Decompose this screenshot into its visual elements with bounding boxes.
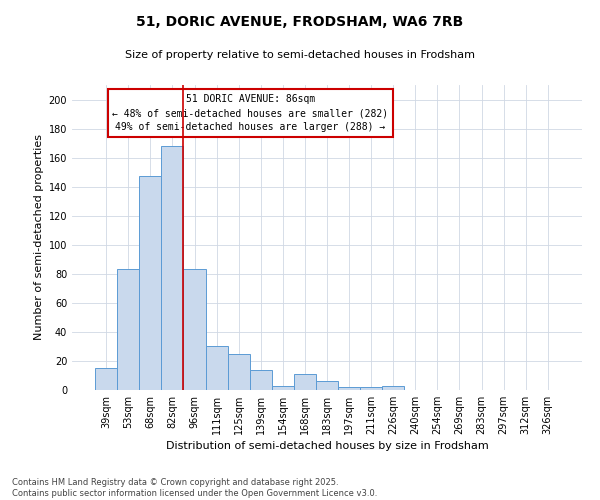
Text: Size of property relative to semi-detached houses in Frodsham: Size of property relative to semi-detach…: [125, 50, 475, 60]
Bar: [95, 368, 117, 390]
Bar: [338, 387, 360, 390]
Bar: [184, 270, 206, 390]
Y-axis label: Number of semi-detached properties: Number of semi-detached properties: [34, 134, 44, 340]
Text: 51, DORIC AVENUE, FRODSHAM, WA6 7RB: 51, DORIC AVENUE, FRODSHAM, WA6 7RB: [136, 15, 464, 29]
Bar: [360, 387, 382, 390]
Bar: [227, 354, 250, 390]
Bar: [161, 146, 184, 390]
Bar: [117, 270, 139, 390]
Bar: [272, 386, 294, 390]
Bar: [382, 386, 404, 390]
X-axis label: Distribution of semi-detached houses by size in Frodsham: Distribution of semi-detached houses by …: [166, 441, 488, 451]
Bar: [206, 346, 227, 390]
Bar: [139, 176, 161, 390]
Text: Contains HM Land Registry data © Crown copyright and database right 2025.
Contai: Contains HM Land Registry data © Crown c…: [12, 478, 377, 498]
Text: 51 DORIC AVENUE: 86sqm
← 48% of semi-detached houses are smaller (282)
49% of se: 51 DORIC AVENUE: 86sqm ← 48% of semi-det…: [112, 94, 389, 132]
Bar: [250, 370, 272, 390]
Bar: [294, 374, 316, 390]
Bar: [316, 382, 338, 390]
